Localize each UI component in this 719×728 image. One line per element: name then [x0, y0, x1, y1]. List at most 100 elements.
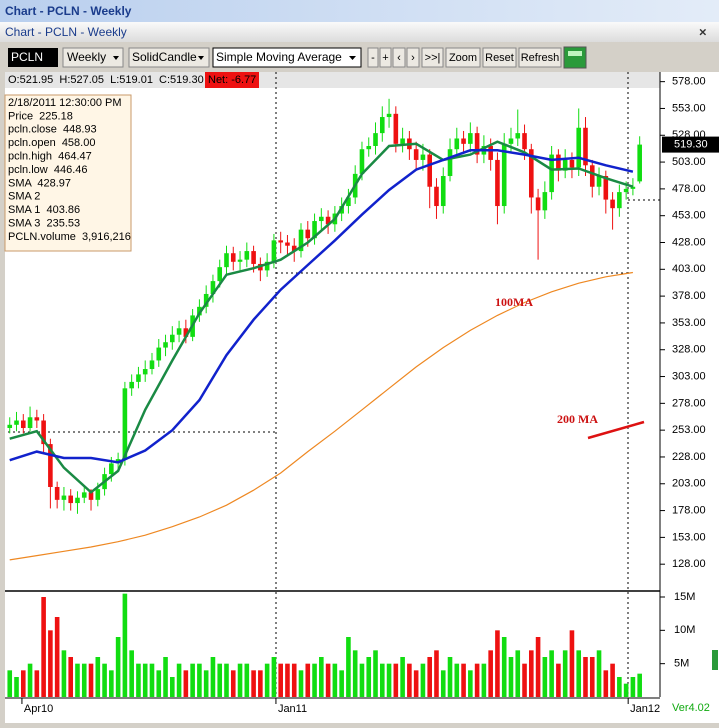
period[interactable]: Weekly	[67, 50, 106, 64]
symbol[interactable]: PCLN	[11, 50, 43, 64]
volume-bar	[291, 663, 297, 697]
button-label[interactable]: Zoom	[449, 52, 477, 64]
candle-body	[54, 486, 60, 500]
volume-bar	[163, 657, 168, 697]
candle-body	[61, 495, 67, 500]
button-label[interactable]: >>|	[425, 52, 441, 64]
volume-bar	[454, 663, 460, 697]
candle-body	[569, 159, 575, 168]
indicator[interactable]: Simple Moving Average	[216, 50, 342, 64]
toolbar-button[interactable]	[392, 47, 406, 68]
period-dropdown[interactable]	[62, 47, 124, 68]
candle-body	[346, 197, 351, 207]
volume-bar	[251, 670, 256, 697]
candle-body	[488, 145, 493, 160]
volume-bar	[7, 670, 13, 697]
volume-bar	[176, 663, 182, 697]
last-price-label: 519.30	[674, 139, 708, 151]
candle-body	[109, 463, 114, 475]
y-tick-label: 353.00	[672, 317, 706, 329]
volume-bar	[339, 670, 344, 697]
volume-bar	[542, 657, 548, 697]
volume-bar	[237, 663, 243, 697]
tab-title: Chart - PCLN - Weekly	[5, 25, 127, 39]
export-icon[interactable]	[563, 46, 587, 69]
volume-bar	[522, 663, 527, 697]
candle-body	[264, 261, 270, 271]
candle-body	[325, 216, 331, 225]
candle-body	[48, 444, 53, 487]
time-axis	[5, 697, 719, 723]
volume-bar	[549, 650, 554, 697]
info-panel	[4, 94, 132, 252]
volume-bar	[122, 593, 128, 697]
candle-body	[617, 192, 622, 209]
volume-bar	[488, 650, 493, 697]
candle-body	[298, 229, 304, 252]
candle-body	[535, 197, 541, 211]
volume-bar	[434, 650, 439, 697]
y-tick-label: 553.00	[672, 102, 706, 114]
candle-body	[549, 154, 554, 193]
quote-net: Net: -6.77	[208, 74, 256, 86]
y-tick-label: 253.00	[672, 424, 706, 436]
moving-average	[9, 149, 634, 464]
candle-body	[244, 251, 250, 260]
candle-body	[583, 127, 588, 166]
volume-bar	[217, 663, 223, 697]
toolbar-button[interactable]	[482, 47, 517, 68]
volume-bar	[14, 677, 19, 697]
button-label[interactable]: ›	[411, 52, 415, 64]
volume-bar	[230, 670, 236, 697]
button-label[interactable]: Refresh	[521, 52, 560, 64]
volume-bar	[68, 657, 74, 697]
x-tick-label: Jan11	[278, 703, 307, 715]
toolbar-button[interactable]	[518, 47, 562, 68]
indicator-dropdown[interactable]	[212, 47, 362, 68]
toolbar-button[interactable]	[406, 47, 420, 68]
tab-bar	[0, 22, 719, 42]
candle-body	[41, 420, 46, 445]
candle-body	[515, 133, 521, 139]
candle-body	[495, 159, 500, 207]
candle-body	[271, 240, 277, 262]
volume-bar	[623, 683, 629, 697]
volume-bar	[569, 630, 575, 697]
candle-body	[278, 240, 283, 243]
candle-body	[454, 138, 460, 150]
volume-bar	[305, 663, 311, 697]
button-label[interactable]: -	[371, 52, 375, 64]
button-label[interactable]: +	[382, 52, 388, 64]
volume-bar	[583, 657, 588, 697]
candle-body	[237, 259, 243, 262]
button-label[interactable]: Reset	[485, 52, 514, 64]
candle-body	[420, 154, 426, 160]
style[interactable]: SolidCandle	[132, 50, 197, 64]
volume-bar	[27, 663, 33, 697]
toolbar-button[interactable]	[421, 47, 444, 68]
volume-bar	[95, 657, 101, 697]
annotation: 200 MA	[557, 412, 598, 426]
toolbar-button[interactable]	[367, 47, 379, 68]
y-tick-label: 303.00	[672, 370, 706, 382]
volume-bar	[346, 637, 351, 697]
toolbar-button[interactable]	[445, 47, 481, 68]
volume-bar	[75, 663, 80, 697]
close-button[interactable]: ×	[699, 24, 707, 39]
info-line: pcln.open 458.00	[8, 137, 95, 149]
candle-body	[170, 334, 175, 343]
volume-bar	[474, 663, 480, 697]
info-line: SMA 3 235.53	[8, 218, 80, 230]
button-label[interactable]: ‹	[397, 52, 401, 64]
volume-bar	[461, 663, 466, 697]
volume-bar	[379, 663, 385, 697]
candle-body	[610, 199, 615, 209]
toolbar-button[interactable]	[379, 47, 392, 68]
symbol-box[interactable]	[8, 48, 58, 67]
style-dropdown[interactable]	[128, 47, 210, 68]
candle-body	[461, 138, 466, 144]
candle-body	[251, 251, 256, 264]
candle-body	[366, 145, 372, 150]
volume-bar	[481, 663, 487, 697]
volume-bar	[427, 657, 433, 697]
